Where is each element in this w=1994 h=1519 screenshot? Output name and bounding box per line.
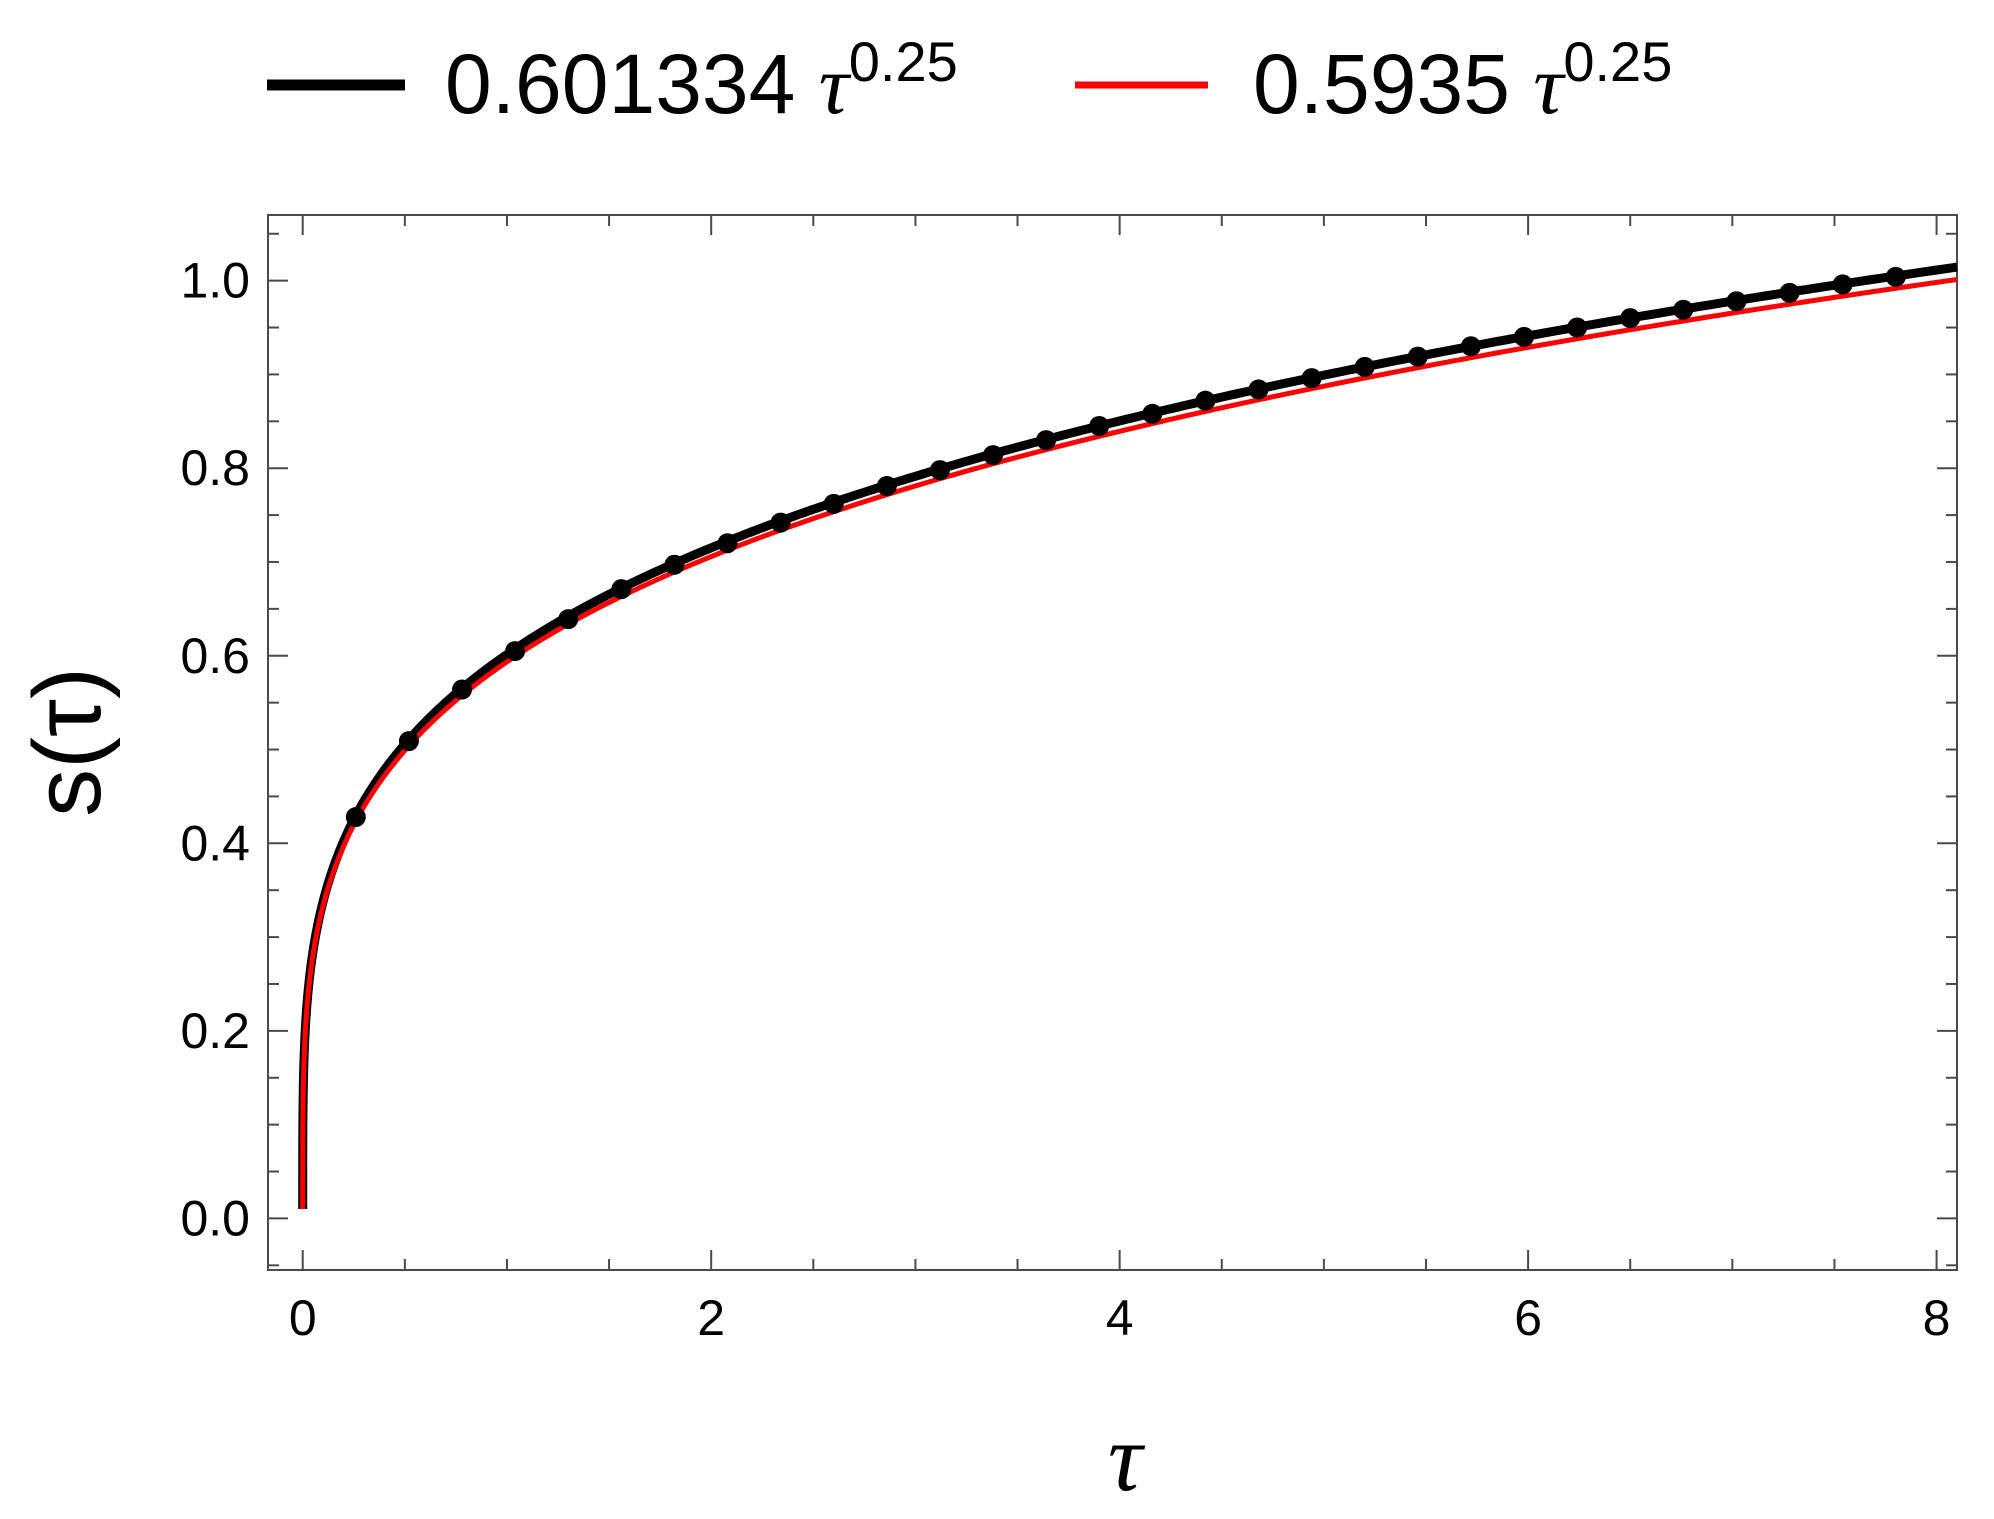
- legend-power-black: 0.25: [849, 30, 958, 93]
- data-point: [505, 641, 526, 662]
- axis-ticks: [268, 215, 1957, 1270]
- data-point: [611, 579, 632, 600]
- y-tick-label: 0.8: [180, 440, 250, 496]
- y-tick-labels: 0.0 0.2 0.4 0.6 0.8 1.0: [180, 253, 250, 1247]
- data-point: [929, 460, 950, 481]
- legend-label-black: 0.601334 τ0.25: [445, 30, 958, 132]
- y-axis-label-text: s(τ): [14, 667, 121, 817]
- data-point: [1726, 291, 1747, 312]
- data-point: [1301, 368, 1322, 389]
- data-point: [452, 679, 473, 700]
- data-point: [1460, 336, 1481, 357]
- data-point: [1195, 390, 1216, 411]
- y-tick-label: 0.2: [180, 1003, 250, 1059]
- legend-label-red: 0.5935 τ0.25: [1253, 30, 1672, 132]
- data-points: [345, 266, 1906, 828]
- legend-symbol-black: τ: [819, 39, 852, 132]
- data-point: [1354, 356, 1375, 377]
- data-point: [664, 554, 685, 575]
- y-tick-label: 0.6: [180, 628, 250, 684]
- data-point: [823, 493, 844, 514]
- data-point: [1514, 326, 1535, 347]
- legend-power-red: 0.25: [1563, 30, 1672, 93]
- x-tick-label: 4: [1106, 1290, 1134, 1346]
- legend-entry-red: 0.5935 τ0.25: [1075, 30, 1672, 132]
- data-point: [1248, 379, 1269, 400]
- data-point: [398, 731, 419, 752]
- data-point: [1142, 403, 1163, 424]
- data-point: [1832, 274, 1853, 295]
- x-tick-label: 8: [1923, 1290, 1951, 1346]
- data-point: [1673, 299, 1694, 320]
- data-point: [1779, 282, 1800, 303]
- data-point: [717, 533, 738, 554]
- y-tick-label: 0.4: [180, 815, 250, 871]
- data-point: [876, 476, 897, 497]
- legend-symbol-red: τ: [1533, 39, 1566, 132]
- y-axis-label: s(τ): [14, 667, 121, 817]
- legend: 0.601334 τ0.25 0.5935 τ0.25: [267, 30, 1672, 132]
- x-tick-label: 0: [289, 1290, 317, 1346]
- data-point: [1885, 266, 1906, 287]
- x-tick-label: 2: [697, 1290, 725, 1346]
- data-point: [1620, 308, 1641, 329]
- data-point: [345, 807, 366, 828]
- plot-frame: [267, 214, 1958, 1271]
- x-axis-label: τ: [1108, 1404, 1146, 1511]
- data-point: [770, 512, 791, 533]
- data-point: [1407, 346, 1428, 367]
- data-point: [1567, 317, 1588, 338]
- y-tick-label: 1.0: [180, 253, 250, 309]
- data-point: [1089, 416, 1110, 436]
- data-point: [1036, 430, 1057, 451]
- data-point: [983, 445, 1004, 466]
- legend-entry-black: 0.601334 τ0.25: [267, 30, 958, 132]
- x-tick-label: 6: [1514, 1290, 1542, 1346]
- y-tick-label: 0.0: [180, 1190, 250, 1246]
- data-point: [558, 609, 579, 630]
- x-tick-labels: 0 2 4 6 8: [289, 1290, 1951, 1346]
